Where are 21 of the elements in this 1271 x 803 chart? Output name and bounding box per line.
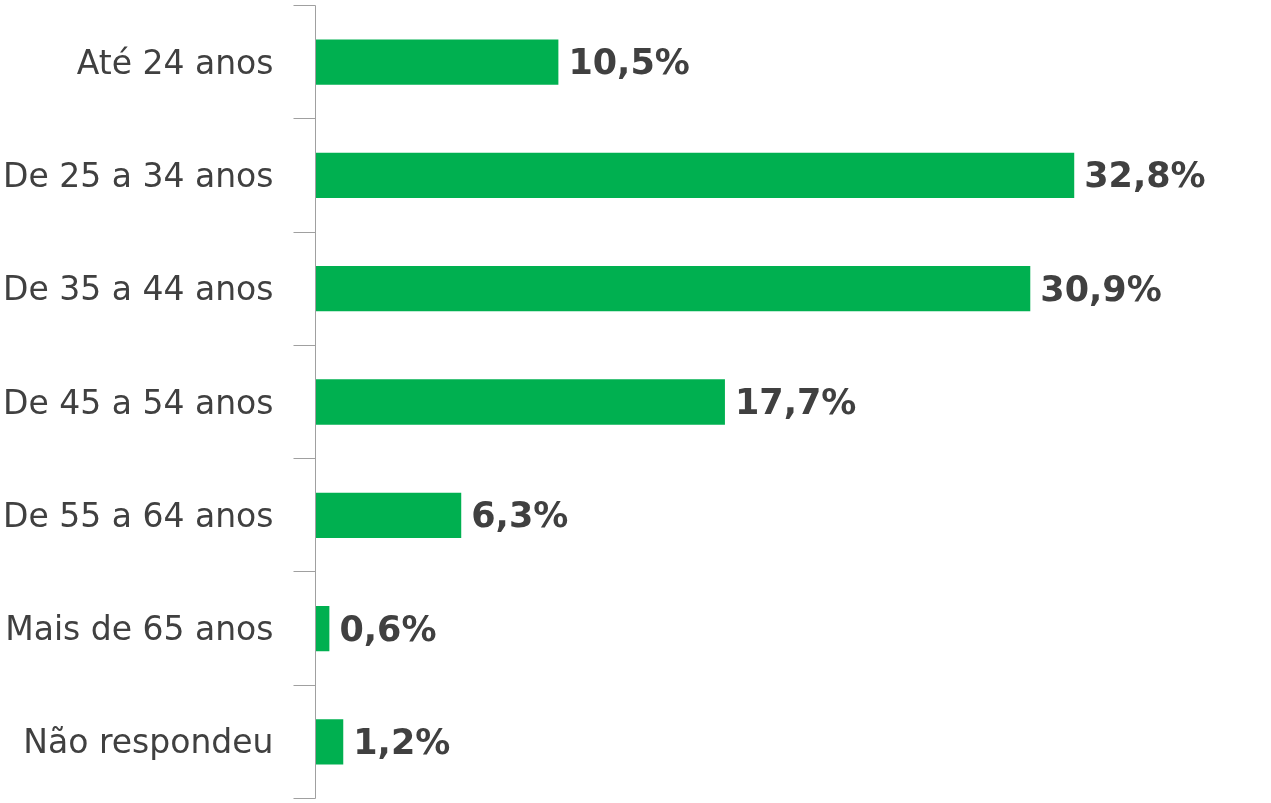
data-label: 0,6% — [339, 608, 437, 649]
y-tick-label: De 25 a 34 anos — [3, 155, 274, 195]
data-label: 32,8% — [1084, 155, 1206, 196]
data-label: 10,5% — [568, 42, 690, 83]
bar — [315, 492, 462, 538]
data-label: 6,3% — [471, 495, 569, 536]
y-tick-label: Até 24 anos — [76, 42, 274, 82]
data-label: 17,7% — [734, 382, 857, 422]
y-tick-label: De 35 a 44 anos — [3, 269, 274, 309]
bar — [315, 379, 725, 425]
bar — [315, 605, 330, 652]
y-tick-label: Mais de 65 anos — [5, 609, 274, 649]
bar — [315, 266, 1031, 312]
bar — [315, 719, 344, 765]
y-tick-label: De 45 a 54 anos — [3, 382, 274, 422]
bar — [315, 39, 559, 85]
y-tick-label: Não respondeu — [23, 722, 274, 762]
y-tick-label: De 55 a 64 anos — [3, 495, 274, 535]
data-label: 1,2% — [353, 721, 451, 762]
data-label: 30,9% — [1040, 268, 1162, 309]
bar — [315, 152, 1075, 199]
